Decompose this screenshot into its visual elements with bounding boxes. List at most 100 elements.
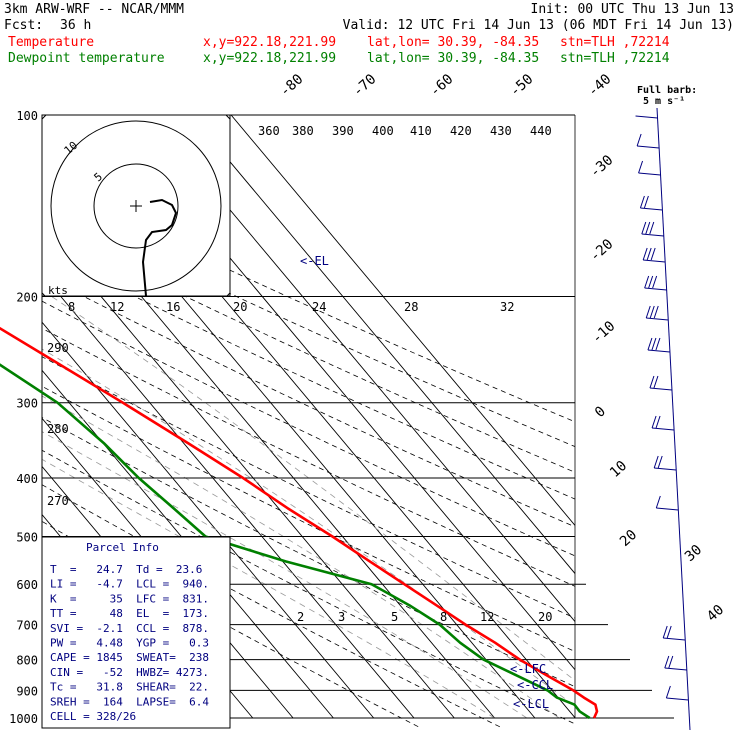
wind-barb-flag [649, 305, 655, 319]
mixing-ratio-label: 5 [391, 610, 398, 624]
dewpoint-legend: Dewpoint temperature [8, 51, 165, 66]
wind-staff-guide [656, 107, 691, 731]
pressure-tick-label: 500 [16, 530, 38, 544]
isotherm [42, 273, 415, 719]
temperature-tick-label: -50 [507, 71, 537, 100]
parcel-info-row: CAPE = 1845 SWEAT= 238 [50, 651, 209, 664]
parcel-info-row: SVI = -2.1 CCL = 878. [50, 622, 209, 635]
parcel-info-box: Parcel Info T = 24.7 Td = 23.6 LI = -4.7 … [41, 536, 231, 729]
wind-barb-staff [649, 387, 672, 391]
isotherm [42, 369, 334, 719]
wind-barb-staff [656, 507, 679, 511]
valid-time: Valid: 12 UTC Fri 14 Jun 13 (06 MDT Fri … [343, 18, 734, 33]
parcel-info-row: Tc = 31.8 SHEAR= 22. [50, 681, 209, 694]
init-time: Init: 00 UTC Thu 13 Jun 13 [531, 2, 735, 17]
sounding-series [0, 326, 599, 720]
wind-barb-staff [635, 115, 658, 119]
wind-barb-flag [655, 415, 661, 429]
parcel-info-frame [41, 536, 231, 729]
wind-barb [664, 655, 687, 671]
dry-adiabat [42, 274, 575, 528]
parcel-info-row: K = 35 LFC = 831. [50, 592, 209, 605]
parcel-info-row: PW = 4.48 YGP = 0.3 [50, 637, 209, 650]
dewpoint-latlon: lat,lon= 30.39, -84.35 [367, 51, 539, 66]
pressure-tick-label: 300 [16, 397, 38, 411]
ccl-label: <-CCL [517, 678, 553, 692]
wind-barb-flag [647, 337, 653, 351]
wind-barb-staff [644, 287, 667, 291]
wind-barb-flag [651, 337, 657, 351]
wind-barb-flag [649, 375, 655, 389]
hodograph-units: kts [48, 284, 68, 297]
hodograph-ring [50, 120, 222, 292]
mixing-ratio-label: 8 [440, 610, 447, 624]
pressure-tick-label: 900 [16, 684, 38, 698]
wind-barb-staff [647, 349, 670, 353]
wind-barb [662, 625, 686, 641]
theta-side-label: 280 [47, 422, 69, 436]
wind-barb [653, 455, 677, 471]
wind-barb-flag [643, 195, 649, 209]
parcel-info-row: CIN = -52 HWBZ= 4273. [50, 666, 209, 679]
wind-barb-staff [646, 317, 669, 321]
wind-barb [641, 221, 664, 237]
el-label: <-EL [300, 254, 329, 268]
dewpoint-stn: stn=TLH ,72214 [560, 51, 670, 66]
temperature-xy: x,y=922.18,221.99 [203, 35, 336, 50]
parcel-info-row: LI = -4.7 LCL = 940. [50, 578, 209, 591]
temperature-tick-label: 20 [617, 527, 640, 550]
wind-barb [638, 160, 661, 176]
wind-barb-flag [657, 455, 663, 469]
wind-barb-flag [653, 305, 659, 319]
isotherm [230, 115, 575, 527]
hodograph-speed-label: 32 [500, 300, 514, 314]
pressure-tick-label: 100 [16, 109, 38, 123]
wind-barb-flag [645, 221, 651, 235]
model-title: 3km ARW-WRF -- NCAR/MMM [4, 2, 184, 17]
temperature-tick-label: -20 [587, 236, 617, 265]
wind-barb-flag [646, 247, 652, 261]
dry-adiabat [42, 356, 575, 619]
theta-tick-label: 390 [332, 124, 354, 138]
wind-barb-staff [654, 467, 677, 471]
temperature-tick-label: -30 [587, 152, 617, 181]
isotherm [42, 225, 455, 719]
parcel-info-row: TT = 48 EL = 173. [50, 607, 209, 620]
isotherm [150, 115, 575, 623]
wind-barb [635, 115, 658, 119]
wind-barb-flag [655, 495, 661, 509]
wind-barb-flag [641, 221, 647, 235]
fcst-label: Fcst: [4, 18, 43, 33]
parcel-info-row: CELL = 328/26 [50, 710, 136, 723]
hodograph-speed-label: 16 [166, 300, 180, 314]
wind-barb-flag [645, 305, 651, 319]
hodograph-ring [93, 163, 179, 249]
temperature-latlon: lat,lon= 30.39, -84.35 [367, 35, 539, 50]
theta-tick-label: 430 [490, 124, 512, 138]
wind-barb-flag [666, 625, 672, 639]
temperature-stn: stn=TLH ,72214 [560, 35, 670, 50]
theta-tick-label: 360 [258, 124, 280, 138]
parcel-info-row: T = 24.7 Td = 23.6 [50, 563, 202, 576]
wind-barb-flag [652, 275, 658, 289]
wind-barb [647, 337, 670, 353]
wind-barb-staff [637, 145, 660, 149]
wind-barb-flag [648, 275, 654, 289]
dry-adiabat [42, 300, 575, 557]
pressure-tick-label: 1000 [9, 712, 38, 726]
isotherm [0, 115, 11, 718]
wind-barb-flag [642, 247, 648, 261]
wind-barb-flag [639, 195, 645, 209]
theta-tick-label: 400 [372, 124, 394, 138]
temperature-tick-label: 40 [704, 602, 727, 625]
wind-barb-flag [644, 275, 650, 289]
pressure-tick-label: 200 [16, 291, 38, 305]
fcst-hours: 36 h [60, 18, 91, 33]
parcel-info-title: Parcel Info [86, 541, 159, 554]
hodograph-speed-label: 24 [312, 300, 326, 314]
wind-barb-flag [653, 375, 659, 389]
dry-adiabat [42, 385, 575, 652]
